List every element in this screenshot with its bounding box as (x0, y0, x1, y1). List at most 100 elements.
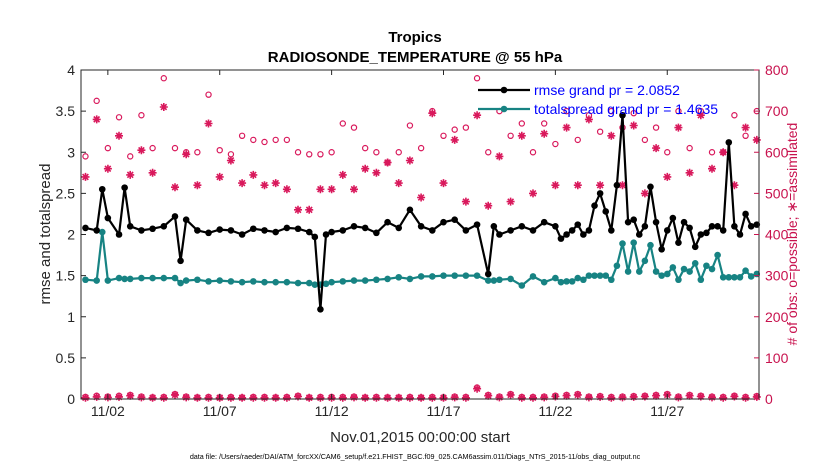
y-right-tick-label: 600 (765, 144, 789, 160)
possible-obs-point (485, 149, 492, 156)
assimilated-obs-point (618, 181, 627, 190)
rmse-point (680, 218, 688, 226)
assimilated-obs-point (473, 111, 482, 120)
assimilated-obs-bottom-point (115, 392, 123, 401)
rmse-point (249, 225, 257, 233)
y-axis-left: 0 0.5 1 1.5 2 2.5 3 3.5 4 (56, 62, 86, 407)
x-axis-label: Nov.01,2015 00:00:00 start (330, 429, 511, 446)
rmse-point (557, 235, 565, 242)
assimilated-obs-bottom-point (685, 391, 694, 400)
y-left-tick-label: 1.5 (56, 268, 76, 284)
possible-obs-point (127, 153, 134, 160)
assimilated-obs-point (394, 179, 403, 188)
y-left-tick-label: 2 (67, 227, 75, 243)
possible-obs-point (574, 136, 581, 144)
assimilated-obs-bottom-point (629, 392, 638, 401)
possible-obs-point (317, 151, 324, 158)
rmse-point (591, 202, 598, 210)
possible-obs-point (194, 149, 201, 156)
totalspread-point (663, 270, 671, 278)
legend: rmse grand pr = 2.0852 totalspread grand … (478, 82, 718, 117)
assimilated-obs-point (752, 135, 761, 144)
rmse-point (406, 206, 414, 214)
totalspread-point (171, 274, 179, 282)
assimilated-obs-bottom-point (618, 393, 627, 402)
possible-obs-point (171, 144, 179, 152)
assimilated-obs-point (226, 156, 235, 165)
y-right-tick-label: 800 (765, 62, 789, 78)
assimilated-obs-point (126, 170, 135, 179)
assimilated-obs-bottom-point (417, 393, 426, 402)
assimilated-obs-bottom-point (92, 392, 101, 401)
rmse-point (580, 231, 587, 238)
assimilated-obs-bottom-point (405, 393, 414, 402)
rmse-point (283, 224, 291, 232)
rmse-point (373, 229, 380, 237)
totalspread-point (328, 278, 335, 286)
y-left-tick-label: 0 (67, 391, 75, 407)
x-tick-label: 11/12 (315, 403, 349, 419)
assimilated-obs-bottom-point (350, 393, 358, 402)
rmse-point (652, 218, 660, 226)
assimilated-obs-bottom-point (305, 393, 314, 402)
assimilated-obs-point (562, 123, 571, 132)
assimilated-obs-bottom-point (137, 393, 146, 402)
totalspread-point (216, 277, 224, 284)
legend-swatch-marker (500, 86, 508, 94)
rmse-point (177, 257, 184, 265)
y-axis-left-label: rmse and totalspread (37, 164, 54, 305)
totalspread-point (451, 272, 458, 279)
possible-obs-point (462, 124, 470, 131)
assimilated-obs-bottom-point (540, 393, 549, 402)
rmse-point (160, 222, 168, 230)
y-right-tick-label: 300 (765, 268, 789, 284)
assimilated-obs-point (350, 185, 358, 194)
rmse-point (115, 231, 123, 238)
assimilated-obs-point (316, 185, 325, 194)
possible-obs-point (272, 136, 279, 144)
possible-obs-point (675, 107, 682, 115)
rmse-point (451, 216, 458, 223)
totalspread-point (261, 278, 268, 286)
totalspread-point (406, 275, 414, 283)
possible-obs-point (507, 132, 514, 139)
totalspread-point (305, 279, 313, 287)
assimilated-obs-point (215, 172, 224, 181)
assimilated-obs-point (708, 164, 716, 173)
rmse-point (104, 214, 112, 222)
possible-obs-point (708, 149, 716, 156)
totalspread-point (736, 273, 744, 281)
rmse-point (350, 222, 358, 230)
assimilated-obs-point (495, 152, 504, 161)
assimilated-obs-bottom-point (238, 393, 247, 402)
assimilated-obs-point (730, 181, 739, 190)
legend-swatch-marker (500, 105, 508, 113)
assimilated-obs-point (383, 158, 392, 167)
rmse-point (574, 221, 582, 228)
rmse-point (317, 306, 324, 313)
assimilated-obs-point (685, 168, 694, 177)
assimilated-obs-bottom-point (741, 393, 750, 402)
rmse-point (697, 231, 705, 238)
totalspread-point (205, 278, 212, 285)
assimilated-obs-point (417, 193, 426, 202)
assimilated-obs-point (529, 189, 537, 198)
assimilated-obs-point (115, 131, 123, 140)
rmse-point (440, 218, 447, 226)
totalspread-point (658, 272, 665, 279)
assimilated-obs-point (92, 115, 101, 124)
assimilated-obs-bottom-point (148, 393, 157, 402)
rmse-point (82, 224, 89, 232)
x-tick-label: 11/07 (203, 403, 237, 419)
y-left-tick-label: 4 (67, 62, 75, 78)
possible-obs-point (205, 91, 212, 98)
rmse-point (725, 139, 733, 146)
rmse-point (747, 222, 755, 230)
totalspread-point (697, 276, 705, 284)
assimilated-obs-bottom-point (596, 392, 605, 401)
assimilated-obs-bottom-point (708, 393, 716, 402)
rmse-point (686, 224, 693, 232)
totalspread-point (574, 274, 582, 282)
rmse-point (708, 222, 716, 230)
possible-obs-point (261, 138, 268, 146)
